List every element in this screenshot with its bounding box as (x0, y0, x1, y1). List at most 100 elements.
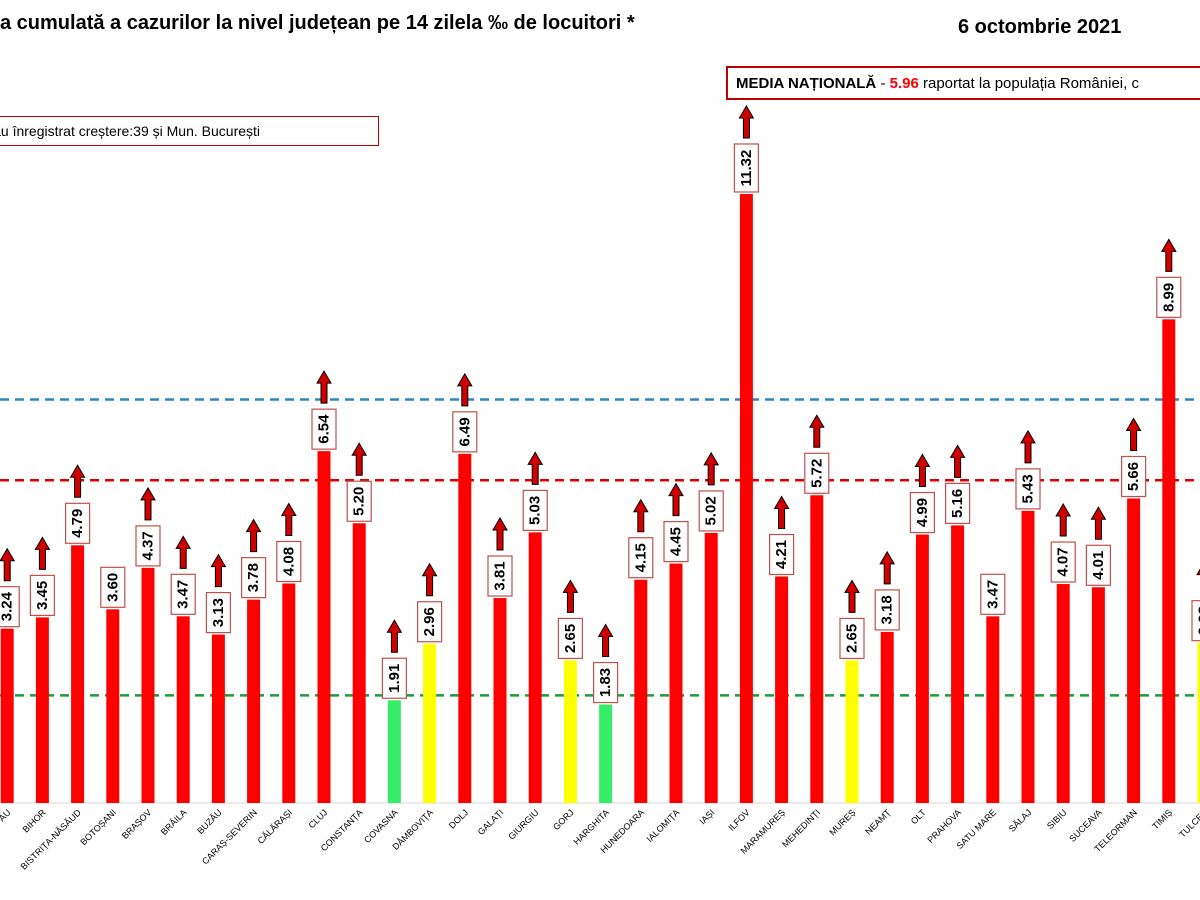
increase-arrow-icon (844, 579, 860, 613)
bar (563, 660, 577, 803)
value-label-box (944, 482, 971, 524)
value-label-box (29, 574, 55, 616)
category-label: ĂU (0, 807, 13, 823)
bar (528, 532, 542, 803)
category-label: GALAȚI (476, 807, 506, 837)
value-label: 3.45 (34, 581, 51, 610)
category-label: BOTOȘANI (78, 807, 118, 847)
bar (634, 579, 648, 803)
value-label: 3.47 (175, 580, 192, 609)
value-label: 2.98 (1196, 606, 1200, 635)
value-label-box (452, 411, 478, 453)
value-label: 6.49 (456, 417, 473, 446)
increase-arrow-icon (351, 442, 368, 476)
value-label: 3.13 (210, 598, 227, 627)
increase-arrow-icon (1196, 568, 1200, 576)
value-label: 5.02 (703, 496, 720, 525)
value-label-box (698, 490, 724, 532)
value-label: 2.65 (562, 624, 579, 653)
bar (1056, 584, 1070, 803)
bar (704, 532, 718, 803)
increase-arrow-icon (140, 486, 156, 521)
value-label: 5.66 (1125, 462, 1142, 491)
value-label: 3.24 (0, 591, 16, 621)
national-average-label: MEDIA NAȚIONALĂ (736, 75, 877, 92)
national-average-value: 5.96 (889, 75, 919, 92)
increase-arrow-icon (914, 453, 931, 488)
increase-arrow-icon (1125, 417, 1142, 451)
bar (282, 583, 296, 803)
bar (35, 617, 49, 803)
value-label: 4.45 (668, 527, 685, 556)
value-label: 3.81 (492, 561, 509, 590)
value-label-box (135, 525, 161, 567)
bar (71, 545, 85, 803)
increase-arrow-icon (210, 553, 227, 588)
value-label-box (909, 491, 936, 534)
increase-arrow-icon (808, 414, 825, 448)
increase-arrow-icon (597, 623, 614, 658)
value-label: 4.99 (914, 498, 931, 527)
category-label: MEHEDINȚI (780, 807, 822, 849)
bar (669, 563, 683, 803)
category-label: GORJ (551, 807, 576, 832)
value-label: 4.21 (773, 540, 790, 569)
bar (493, 598, 507, 803)
value-label-box (487, 555, 513, 597)
value-label-box (346, 480, 372, 522)
bar (352, 523, 366, 803)
increase-arrow-icon (316, 370, 332, 404)
bar (141, 567, 155, 803)
category-label: TIMIȘ (1150, 807, 1174, 831)
increase-arrow-icon (1090, 506, 1107, 540)
value-label: 5.43 (1020, 474, 1037, 503)
value-label-box (381, 657, 407, 699)
value-label: 2.96 (421, 607, 438, 636)
bar (317, 451, 331, 803)
category-label: BISTRIȚA-NĂSĂUD (19, 807, 84, 872)
category-label: BIHOR (21, 807, 49, 835)
bar (458, 453, 472, 803)
category-label: COVASNA (362, 807, 400, 845)
category-label: NEAMȚ (863, 807, 893, 837)
bar (599, 704, 613, 803)
value-label: 5.20 (351, 487, 368, 516)
value-label-box (1120, 455, 1147, 498)
category-label: ILFOV (726, 807, 751, 832)
bar (951, 525, 965, 803)
bar (880, 631, 894, 803)
chart-date: 6 octombrie 2021 (958, 16, 1122, 38)
increase-arrow-icon (175, 535, 192, 569)
bar (0, 628, 14, 803)
category-label: CĂLĂRAȘI (256, 807, 295, 846)
value-label-box (100, 566, 126, 608)
category-label: SĂLAJ (1007, 807, 1034, 834)
increase-arrow-icon (1160, 238, 1177, 272)
category-label: SUCEAVA (1067, 807, 1104, 844)
category-label: MUREȘ (827, 807, 857, 837)
category-label: PRAHOVA (925, 807, 963, 845)
value-label-box (205, 592, 231, 634)
value-label: 11.32 (738, 150, 755, 187)
increase-arrow-icon (668, 482, 684, 517)
increase-arrow-icon (879, 550, 896, 585)
increase-arrow-icon (456, 372, 473, 407)
bar (1091, 587, 1105, 803)
value-label: 6.54 (316, 414, 333, 444)
increase-arrow-icon (1020, 429, 1036, 464)
category-label: SIBIU (1045, 807, 1069, 831)
value-label-box (170, 573, 196, 615)
value-label: 5.72 (808, 459, 825, 488)
value-label: 3.60 (104, 573, 121, 602)
counties-increase-text: are au înregistrat creștere:39 și Mun. B… (0, 123, 261, 139)
increase-arrow-icon (703, 451, 720, 486)
bar (247, 599, 261, 803)
bar (423, 643, 437, 803)
value-label: 4.07 (1055, 547, 1072, 576)
value-label-box (628, 537, 654, 579)
bar (1162, 319, 1176, 803)
value-label-box (1015, 468, 1041, 510)
increase-arrow-icon (34, 536, 51, 570)
bar (986, 616, 1000, 803)
category-label: TULCEA (1177, 807, 1200, 839)
